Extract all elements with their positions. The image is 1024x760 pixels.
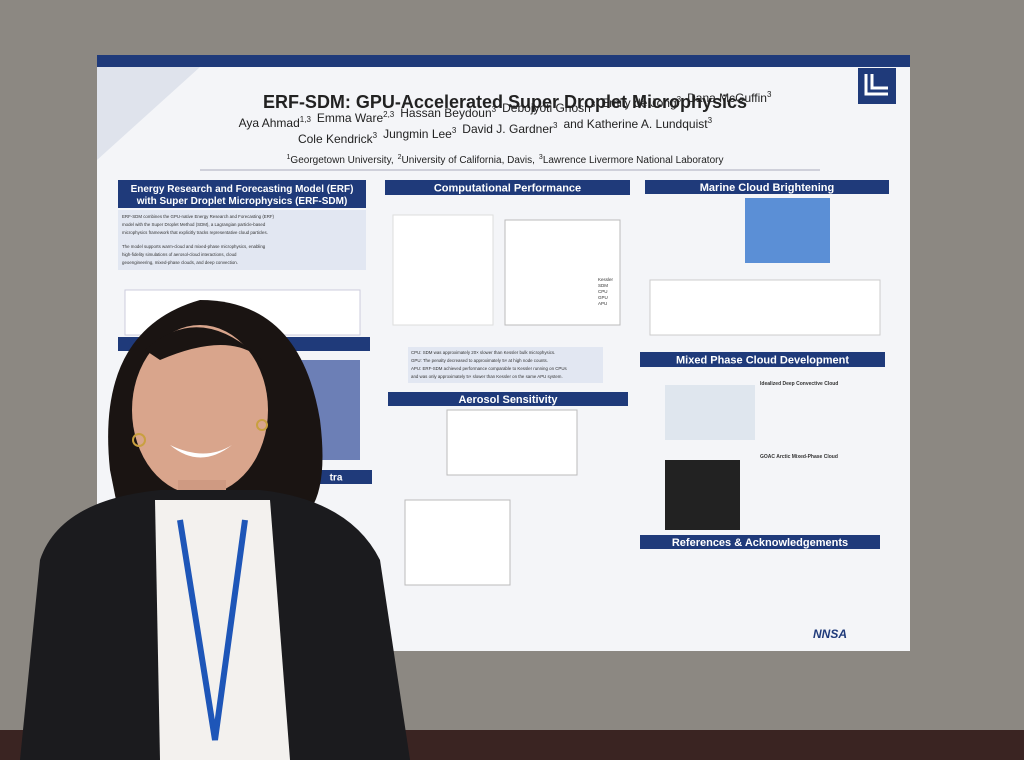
affiliation-name: Georgetown University, [290, 155, 393, 166]
section-heading: Mixed Phase Cloud Development [676, 354, 849, 366]
author-sup: 1,3 [300, 115, 312, 124]
body-text: CPU: SDM was approximately 20× slower th… [411, 350, 555, 355]
affiliation-sup: 1 [287, 154, 291, 161]
subheading: Idealized Deep Convective Cloud [760, 381, 838, 387]
figure [745, 198, 830, 263]
text-box [408, 347, 603, 383]
author-sup: 3 [553, 121, 558, 130]
body-text: APU: ERF-SDM achieved performance compar… [411, 366, 567, 371]
section-header [385, 180, 630, 195]
affiliation-sup: 3 [539, 154, 543, 161]
body-text: GPU: The penalty decreased to approximat… [411, 358, 548, 363]
body-text: microphysics framework that explicitly t… [122, 230, 268, 235]
subheading: GOAC Arctic Mixed-Phase Cloud [760, 454, 838, 460]
affiliation-name: University of California, Davis, [402, 155, 535, 166]
author-name: Jungmin Lee [383, 127, 452, 141]
body-text: ERF-SDM combines the GPU-native Energy R… [122, 214, 275, 219]
figure [665, 385, 755, 440]
author-name: Debojyoti Ghosh [502, 101, 591, 115]
body-text: geoengineering, mixed-phase clouds, and … [122, 260, 238, 265]
section-heading: Energy Research and Forecasting Model (E… [131, 184, 354, 195]
author-name: and Katherine A. Lundquist [563, 117, 708, 131]
author-sup: 3 [767, 90, 772, 99]
section-heading: tra [330, 473, 343, 484]
figure [665, 460, 740, 530]
section-heading: Computational Performance [434, 182, 581, 194]
section-heading: References & Acknowledgements [672, 537, 848, 549]
author-sup: 3 [452, 126, 457, 135]
legend-entry: APU [598, 301, 607, 306]
earring [256, 419, 268, 431]
poster-top-band [97, 55, 910, 67]
section-header [640, 352, 885, 367]
body-text: The model supports warm-cloud and mixed-… [122, 244, 266, 249]
section-header [388, 392, 628, 406]
legend-entry: CPU [598, 289, 608, 294]
figure [504, 219, 621, 326]
legend-entry: Kessler [598, 277, 614, 282]
body-text: and was only approximately 5× slower tha… [411, 374, 563, 379]
nnsa-logo: NNSA [813, 627, 847, 641]
shirt [155, 500, 290, 760]
face [132, 325, 268, 495]
poster-title: ERF-SDM: GPU-Accelerated Super Droplet M… [263, 92, 747, 112]
legend-entry: GPU [598, 295, 608, 300]
section-header [640, 535, 880, 549]
llnl-logo-mark [864, 74, 888, 96]
author-name: Hassan Beydoun [400, 106, 491, 120]
author-name: Cole Kendrick [298, 132, 374, 146]
author-name: Dana McGuffin [687, 91, 767, 105]
author-name: David J. Gardner [462, 122, 553, 136]
author-line: Aya Ahmad1,3 Emma Ware2,3 Hassan Beydoun3 D… [239, 90, 772, 130]
poster-corner-deco [97, 67, 200, 160]
author-name: Emily de Jong [601, 96, 676, 110]
affiliations: 1Georgetown University, 2University of Ca… [287, 154, 724, 166]
section-header [645, 180, 889, 194]
author-sup: 2,3 [383, 110, 395, 119]
author-name: Emma Ware [317, 111, 384, 125]
author-line: Cole Kendrick3 Jungmin Lee3 David J. Gardn… [298, 116, 713, 146]
llnl-logo [858, 68, 896, 104]
section-header [118, 180, 366, 208]
smile [170, 445, 232, 458]
affiliation-sup: 2 [398, 154, 402, 161]
section-heading: Aerosol Sensitivity [458, 394, 558, 406]
author-sup: 3 [373, 131, 378, 140]
author-name: Aya Ahmad [239, 116, 300, 130]
author-sup: 3 [492, 105, 497, 114]
lanyard [177, 519, 248, 741]
hair-fringe [145, 327, 262, 360]
body-text: model with the Super Droplet Method (SDM… [122, 222, 266, 227]
author-sup: 3 [591, 100, 596, 109]
body-text: high-fidelity simulations of aerosol-clo… [122, 252, 237, 257]
figure [446, 409, 578, 476]
earring [132, 433, 146, 447]
author-sup: 3 [708, 116, 713, 125]
legend-entry: SDM [598, 283, 608, 288]
section-heading: Marine Cloud Brightening [700, 182, 834, 194]
figure [404, 499, 511, 586]
figure [392, 214, 494, 326]
section-heading: with Super Droplet Microphysics (ERF-SDM… [136, 196, 348, 207]
author-sup: 3 [677, 95, 682, 104]
text-box [118, 210, 366, 270]
poster-content: ERF-SDM: GPU-Accelerated Super Droplet M… [118, 90, 889, 641]
affiliation-name: Lawrence Livermore National Laboratory [543, 155, 724, 166]
person [20, 300, 410, 760]
figure [649, 279, 881, 336]
